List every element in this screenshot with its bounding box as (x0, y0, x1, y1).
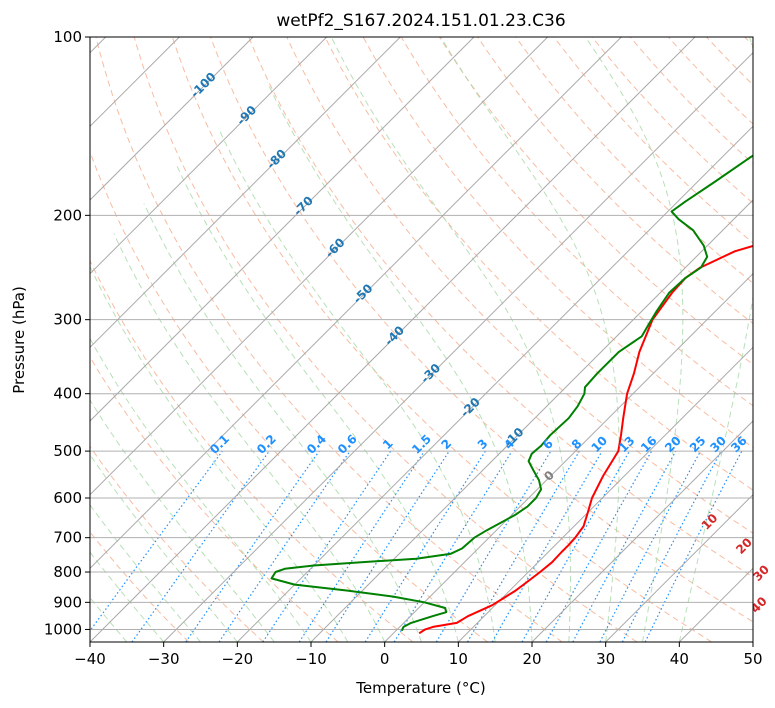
sounding-profiles (270, 154, 753, 635)
skewed-isotherm (90, 37, 401, 349)
moist-adiabat (90, 337, 312, 642)
mixing-ratio-line (131, 450, 270, 642)
y-tick-label: 1000 (44, 620, 82, 638)
dry-adiabat (400, 37, 753, 407)
y-tick-label: 200 (53, 206, 82, 224)
moist-adiabat (90, 504, 201, 642)
dry-adiabat (324, 37, 753, 491)
moist-adiabat (90, 453, 238, 642)
y-axis: 100 200 300 400 500 600 700 800 900 1000 (44, 28, 90, 638)
y-tick-label: 300 (53, 311, 82, 329)
dry-adiabat (95, 37, 563, 642)
skewed-isotherms (90, 37, 753, 642)
x-tick-label: −10 (295, 650, 327, 668)
skewed-isotherm (236, 125, 753, 642)
dry-adiabat (477, 37, 753, 325)
moist-adiabat (90, 596, 128, 642)
mixing-ratio-line (90, 450, 223, 632)
x-tick-label: −40 (74, 650, 106, 668)
x-tick-label: −20 (222, 650, 254, 668)
skewed-isotherm (90, 37, 696, 642)
dry-adiabat (210, 37, 753, 623)
dry-adiabat (171, 37, 712, 642)
dry-adiabat (90, 259, 414, 642)
moist-adiabat (217, 127, 496, 642)
mixing-ratio-line (572, 450, 677, 642)
moist-adiabat (90, 399, 275, 642)
mixing-ratio-line (218, 450, 351, 642)
x-axis-label: Temperature (°C) (355, 679, 485, 697)
sounding-line (418, 244, 753, 635)
skewed-isotherm (457, 346, 753, 642)
x-tick-label: 30 (596, 650, 615, 668)
moist-adiabat (90, 265, 349, 642)
moist-adiabat (143, 203, 422, 642)
mixing-ratio-line (466, 450, 580, 642)
skewed-isotherm (163, 51, 753, 642)
dry-adiabat (591, 37, 753, 204)
y-tick-label: 800 (53, 563, 82, 581)
moist-adiabat (113, 233, 386, 642)
x-tick-label: 10 (449, 650, 468, 668)
x-tick-label: −30 (148, 650, 180, 668)
x-tick-label: 40 (670, 650, 689, 668)
y-tick-label: 500 (53, 442, 82, 460)
y-tick-label: 100 (53, 28, 82, 46)
chart-title: wetPf2_S167.2024.151.01.23.C36 (276, 11, 565, 31)
dry-adiabat (515, 37, 753, 284)
mixing-ratio-line (521, 450, 631, 642)
plot-area: -100-90-80-70-60-50-40-30-20-1000.1 0.2 0.… (89, 36, 772, 643)
x-tick-label: 0 (380, 650, 390, 668)
skewed-isotherm (531, 420, 753, 642)
skewed-isotherm (90, 37, 254, 201)
moist-adiabat (266, 82, 533, 642)
moist-adiabat (585, 37, 684, 642)
x-tick-label: 20 (522, 650, 541, 668)
mixing-ratio-line (364, 450, 486, 642)
moist-adiabat (440, 37, 620, 642)
y-tick-label: 600 (53, 489, 82, 507)
skewed-isotherm (605, 493, 753, 642)
moist-adiabat (678, 37, 753, 642)
plot-frame (89, 36, 754, 643)
x-axis: −40 −30 −20 −10 0 10 20 30 40 50 (74, 642, 763, 668)
mixing-ratio-line (393, 450, 513, 642)
mixing-ratio-line (435, 450, 552, 642)
skewed-isotherm (90, 37, 328, 275)
y-tick-label: 400 (53, 385, 82, 403)
mixing-ratio-line (325, 450, 450, 642)
mixing-ratio-line (185, 450, 320, 642)
dry-adiabat (629, 37, 753, 165)
dry-adiabat (133, 37, 638, 642)
dry-adiabat (248, 37, 753, 578)
skewed-isotherm (90, 37, 475, 422)
y-tick-label: 700 (53, 529, 82, 547)
mixing-ratio-line (491, 450, 603, 642)
moist-adiabat (176, 165, 459, 642)
y-axis-label: Pressure (hPa) (10, 286, 28, 394)
dry-adiabat (90, 445, 264, 642)
skewed-isotherm (310, 199, 753, 642)
skewed-isotherm (90, 37, 549, 496)
moist-adiabat (330, 37, 571, 642)
x-tick-label: 50 (743, 650, 762, 668)
y-tick-label: 900 (53, 593, 82, 611)
skewed-isotherm (384, 272, 753, 642)
sounding-line (270, 154, 753, 632)
skewed-isotherm (90, 37, 622, 570)
